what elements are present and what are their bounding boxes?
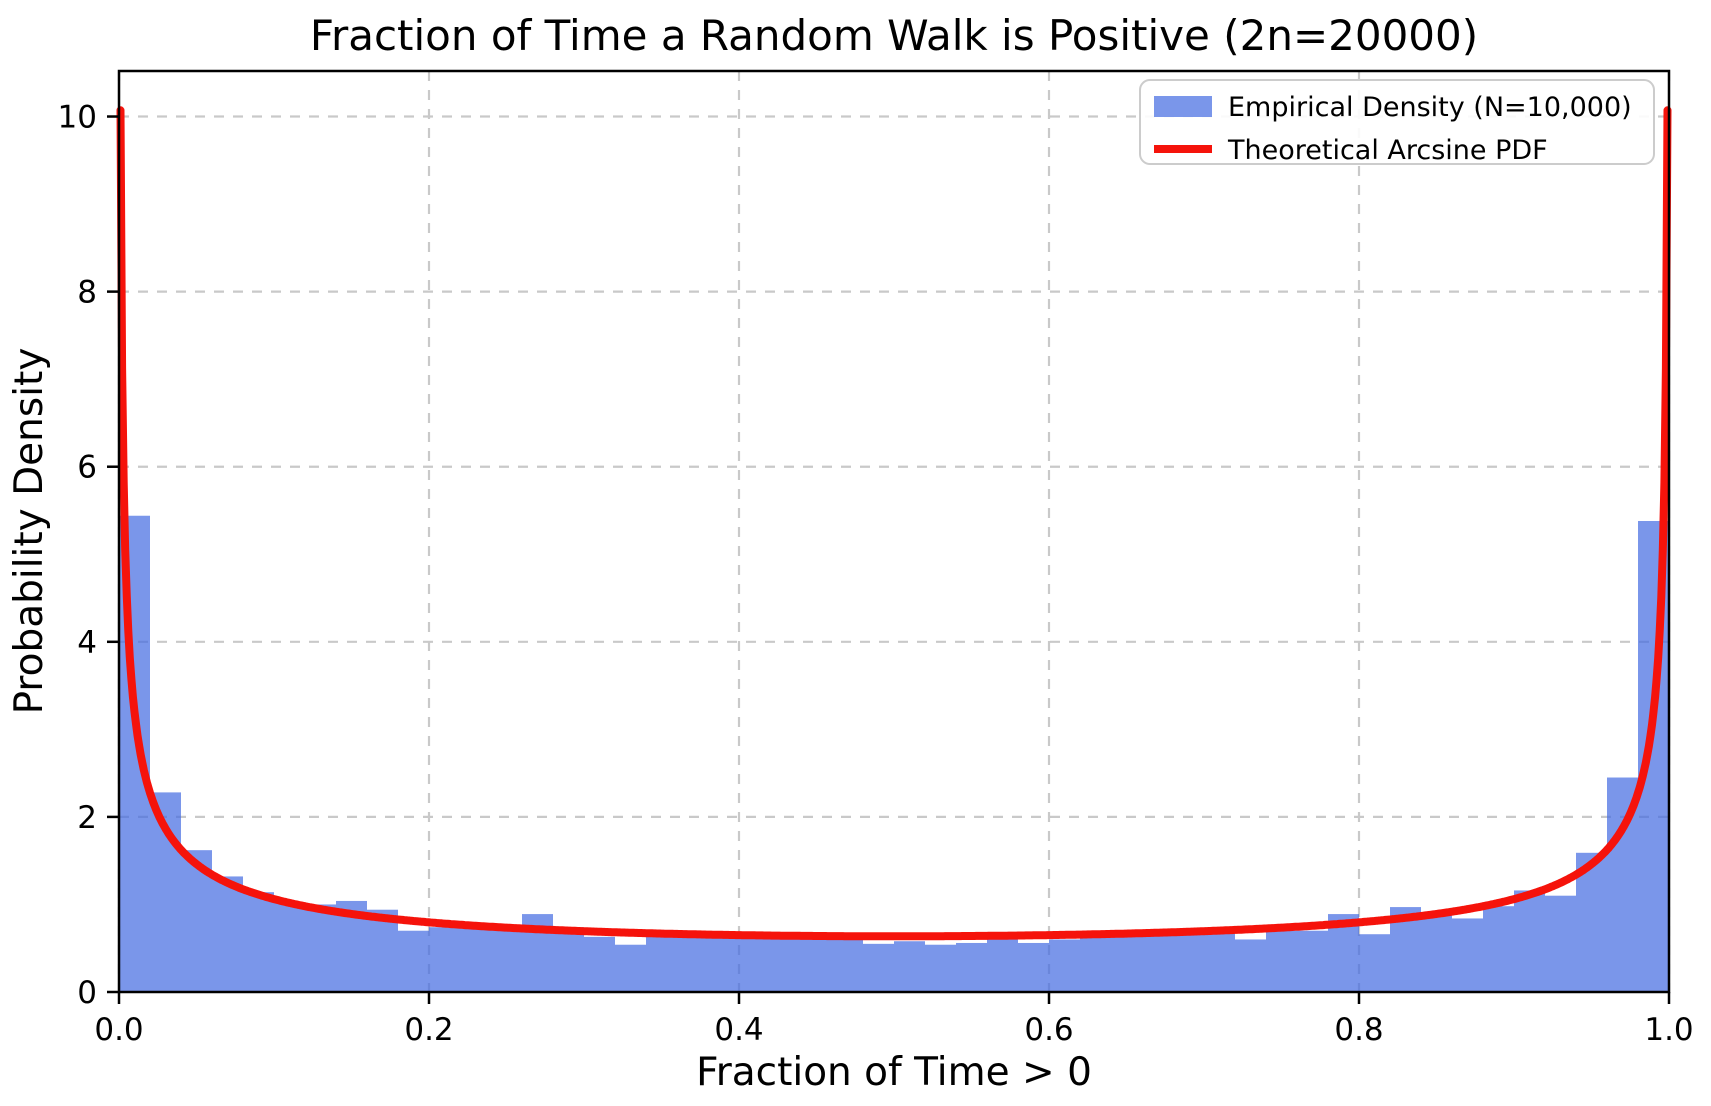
- histogram-bar: [429, 927, 460, 992]
- histogram-bar: [274, 902, 305, 992]
- histogram-bar: [956, 942, 987, 992]
- histogram-bar: [1359, 934, 1390, 992]
- histogram-bar: [708, 935, 739, 992]
- histogram-bar: [491, 929, 522, 992]
- axis-ticks: [107, 115, 1671, 1004]
- histogram-bar: [863, 943, 894, 992]
- histogram-bar: [987, 932, 1018, 992]
- histogram-bar: [584, 936, 615, 992]
- histogram-bar: [1266, 930, 1297, 992]
- x-tick-label: 0.0: [94, 1012, 143, 1048]
- histogram-bar: [1204, 930, 1235, 992]
- histogram-bar: [553, 927, 584, 992]
- legend-label-empirical: Empirical Density (N=10,000): [1228, 92, 1632, 123]
- histogram-bar: [1111, 930, 1142, 992]
- y-tick-label: 0: [77, 975, 97, 1011]
- y-tick-label: 4: [77, 625, 97, 661]
- histogram-bar: [1483, 906, 1514, 992]
- legend-box: [1139, 79, 1655, 165]
- histogram-bars: [119, 515, 1669, 992]
- histogram-bar: [832, 936, 863, 992]
- y-axis-label: Probability Density: [7, 348, 52, 715]
- histogram-bar: [1297, 930, 1328, 992]
- legend-label-theoretical: Theoretical Arcsine PDF: [1227, 135, 1548, 166]
- histogram-bar: [646, 935, 677, 992]
- plot-border: [117, 69, 1671, 994]
- histogram-bar: [1421, 914, 1452, 992]
- histogram-bar: [398, 930, 429, 992]
- histogram-bar: [677, 933, 708, 992]
- x-axis-label: Fraction of Time > 0: [696, 1050, 1092, 1095]
- theoretical-curve: [116, 106, 1672, 941]
- histogram-bar: [1049, 939, 1080, 992]
- legend-swatch-empirical: [1154, 96, 1212, 117]
- y-tick-label: 10: [58, 100, 97, 136]
- histogram-bar: [212, 876, 243, 992]
- histogram-bar: [925, 944, 956, 992]
- axes-spines: [117, 69, 1671, 994]
- y-tick-label: 2: [77, 800, 97, 836]
- y-tick-labels: 0 2 4 6 8 10: [58, 100, 97, 1011]
- histogram-bar: [801, 932, 832, 992]
- x-tick-labels: 0.0 0.2 0.4 0.6 0.8 1.0: [94, 1012, 1693, 1048]
- x-tick-label: 0.4: [714, 1012, 763, 1048]
- histogram-bar: [243, 892, 274, 992]
- histogram-bar: [739, 932, 770, 992]
- histogram-bar: [1452, 918, 1483, 992]
- histogram-bar: [1235, 939, 1266, 992]
- chart-title: Fraction of Time a Random Walk is Positi…: [310, 11, 1478, 60]
- x-tick-label: 0.8: [1334, 1012, 1383, 1048]
- histogram-bar: [305, 904, 336, 992]
- histogram-bar: [367, 909, 398, 992]
- x-tick-label: 0.6: [1024, 1012, 1073, 1048]
- x-tick-label: 1.0: [1644, 1012, 1693, 1048]
- x-tick-label: 0.2: [404, 1012, 453, 1048]
- y-tick-label: 8: [77, 275, 97, 311]
- histogram-bar: [1018, 942, 1049, 992]
- histogram-bar: [770, 935, 801, 992]
- gridlines: [117, 71, 1671, 992]
- histogram-bar: [615, 944, 646, 992]
- histogram-bar: [1514, 890, 1545, 992]
- histogram-bar: [1142, 935, 1173, 992]
- histogram-bar: [1173, 930, 1204, 992]
- histogram-bar: [460, 928, 491, 992]
- y-tick-label: 6: [77, 450, 97, 486]
- arcsine-pdf-curve: [116, 106, 1672, 941]
- histogram-bar: [894, 941, 925, 992]
- legend: Empirical Density (N=10,000) Theoretical…: [1139, 79, 1655, 166]
- histogram-bar: [1545, 895, 1576, 992]
- histogram-bar: [1080, 936, 1111, 992]
